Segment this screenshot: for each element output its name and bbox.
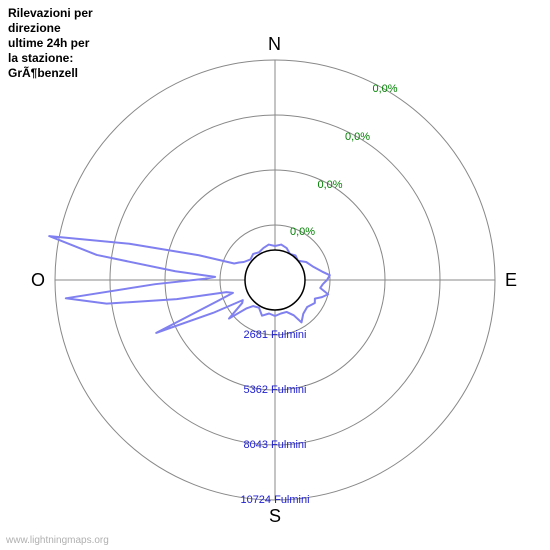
cardinal-east: E [505, 270, 517, 291]
chart-title: Rilevazioni perdirezioneultime 24h perla… [8, 6, 93, 81]
polar-chart [0, 0, 550, 550]
credit-text: www.lightningmaps.org [6, 535, 109, 546]
ring-label-percent: 0,0% [290, 226, 315, 238]
ring-label-percent: 0,0% [317, 179, 342, 191]
ring-label-count: 2681 Fulmini [244, 329, 307, 341]
cardinal-south: S [269, 506, 281, 527]
cardinal-north: N [268, 34, 281, 55]
ring-label-count: 10724 Fulmini [240, 494, 309, 506]
ring-label-percent: 0,0% [372, 83, 397, 95]
ring-label-count: 5362 Fulmini [244, 384, 307, 396]
ring-label-percent: 0,0% [345, 131, 370, 143]
cardinal-west: O [31, 270, 45, 291]
ring-label-count: 8043 Fulmini [244, 439, 307, 451]
